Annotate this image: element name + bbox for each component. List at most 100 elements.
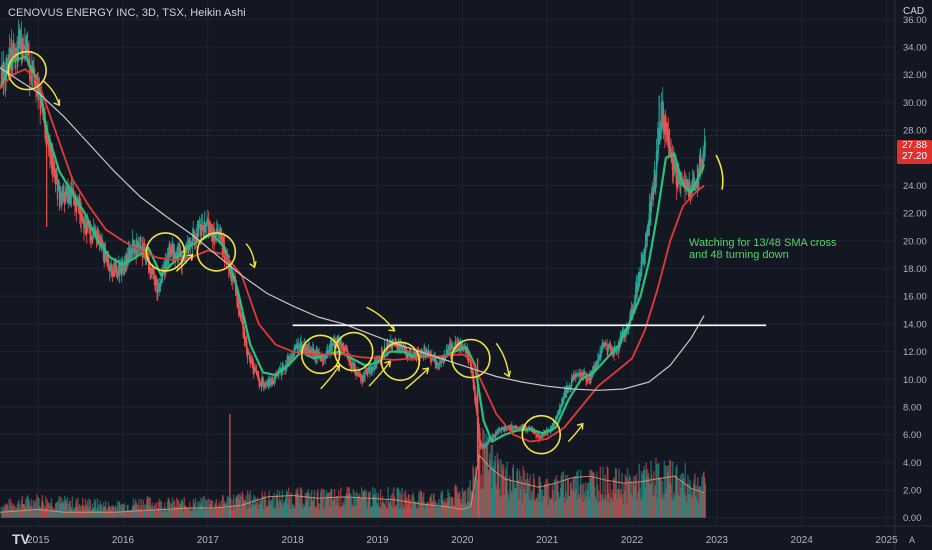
- candle-body: [13, 50, 15, 54]
- candle-body: [214, 237, 216, 242]
- volume-bar: [32, 500, 35, 518]
- volume-bar: [482, 428, 484, 518]
- candle-body: [449, 345, 452, 353]
- volume-bar: [77, 497, 79, 518]
- volume-bar: [205, 501, 208, 518]
- candle-body: [598, 357, 601, 359]
- volume-bar: [517, 479, 519, 518]
- candle-body: [85, 225, 87, 232]
- candle-body: [63, 191, 65, 194]
- last-price-badge: 27.88 27.20: [897, 140, 932, 164]
- candle-body: [492, 437, 494, 439]
- volume-bar: [393, 496, 396, 518]
- trend-arrow-head: [186, 253, 194, 261]
- volume-bar: [704, 483, 707, 518]
- volume-bar: [546, 478, 549, 518]
- volume-bar: [391, 492, 394, 518]
- candle-body: [303, 346, 305, 350]
- volume-bar: [575, 471, 578, 518]
- volume-ma-line: [0, 454, 705, 513]
- volume-spike: [229, 413, 231, 518]
- candle-body: [538, 435, 541, 437]
- candle-body: [344, 348, 347, 351]
- candle-body: [569, 386, 571, 388]
- candle-body: [506, 428, 508, 430]
- volume-bar: [399, 491, 401, 518]
- candle-body: [312, 349, 315, 356]
- volume-bar: [210, 499, 213, 518]
- candle-body: [583, 371, 585, 376]
- highlight-circle: [300, 334, 341, 375]
- candle-body: [111, 266, 113, 276]
- time-tick-label: 2017: [197, 535, 220, 546]
- candle-body: [694, 186, 697, 188]
- time-axis[interactable]: 2015 2016 2017 2018 2019 2020 2021 2022 2023 2024…: [12, 531, 915, 547]
- volume-bar: [479, 427, 481, 518]
- candle-body: [402, 347, 404, 349]
- highlight-circle: [521, 414, 562, 455]
- price-tick-label: 34.00: [903, 43, 927, 54]
- volume-bar: [47, 502, 50, 518]
- candle-body: [99, 237, 101, 241]
- candle-body: [272, 382, 274, 384]
- symbol-title: CENOVUS ENERGY INC, 3D, TSX, Heikin Ashi: [8, 7, 246, 19]
- price-tick-label: 24.00: [903, 181, 927, 192]
- volume-spike: [477, 445, 480, 518]
- candle-body: [351, 364, 353, 368]
- trend-arrow-head: [333, 364, 341, 372]
- volume-bar: [45, 496, 47, 518]
- volume-bar: [246, 490, 249, 518]
- drawing-annotations: [7, 50, 767, 455]
- volume-bar: [105, 500, 107, 518]
- long_ma-line: [0, 67, 705, 391]
- trend-arrow: [368, 360, 391, 387]
- candle-body: [308, 348, 311, 354]
- price-tick-label: 32.00: [903, 70, 927, 81]
- candle-body: [112, 273, 114, 274]
- volume-bar: [365, 491, 368, 518]
- volume-bar: [100, 503, 103, 518]
- trend-arrow: [495, 342, 510, 377]
- chart-note-line-1: Watching for 13/48 SMA cross: [689, 237, 837, 249]
- candle-body: [435, 360, 437, 367]
- volume-bar: [671, 461, 674, 518]
- candle-body: [679, 178, 681, 193]
- time-tick-label: 2020: [451, 535, 474, 546]
- volume-bar: [262, 495, 264, 518]
- price-tick-label: 12.00: [903, 347, 927, 358]
- candle-body: [86, 221, 89, 231]
- volume-bar: [577, 469, 579, 518]
- trend-arrow: [41, 79, 61, 106]
- candle-body: [157, 288, 159, 293]
- previous-close-label: 27.88: [901, 140, 928, 151]
- volume-bar: [401, 488, 403, 518]
- candle-body: [109, 267, 112, 270]
- candle-body: [667, 130, 670, 148]
- candle-body: [309, 350, 311, 352]
- candle-body: [390, 341, 392, 346]
- volume-bar: [500, 459, 502, 518]
- candle-body: [623, 329, 625, 333]
- time-tick-label: 2016: [112, 535, 135, 546]
- candle-body: [479, 439, 482, 448]
- volume-bar: [123, 502, 126, 518]
- candle-body: [586, 378, 589, 380]
- candle-body: [445, 349, 448, 358]
- volume-bar: [615, 469, 618, 518]
- volume-bar: [338, 490, 340, 518]
- volume-bar: [352, 489, 355, 518]
- candle-body: [450, 344, 452, 350]
- candle-body: [386, 338, 388, 351]
- volume-bar: [635, 473, 638, 518]
- time-tick-label: 2021: [536, 535, 559, 546]
- volume-bar: [313, 489, 316, 518]
- trend-arrow: [245, 243, 256, 268]
- candle-body: [176, 247, 178, 257]
- candle-body: [159, 286, 161, 287]
- trend-arrow-head: [53, 99, 61, 107]
- volume-bar: [203, 496, 206, 518]
- candle-body: [688, 179, 690, 191]
- candle-body: [512, 426, 514, 430]
- volume-bar: [142, 499, 144, 518]
